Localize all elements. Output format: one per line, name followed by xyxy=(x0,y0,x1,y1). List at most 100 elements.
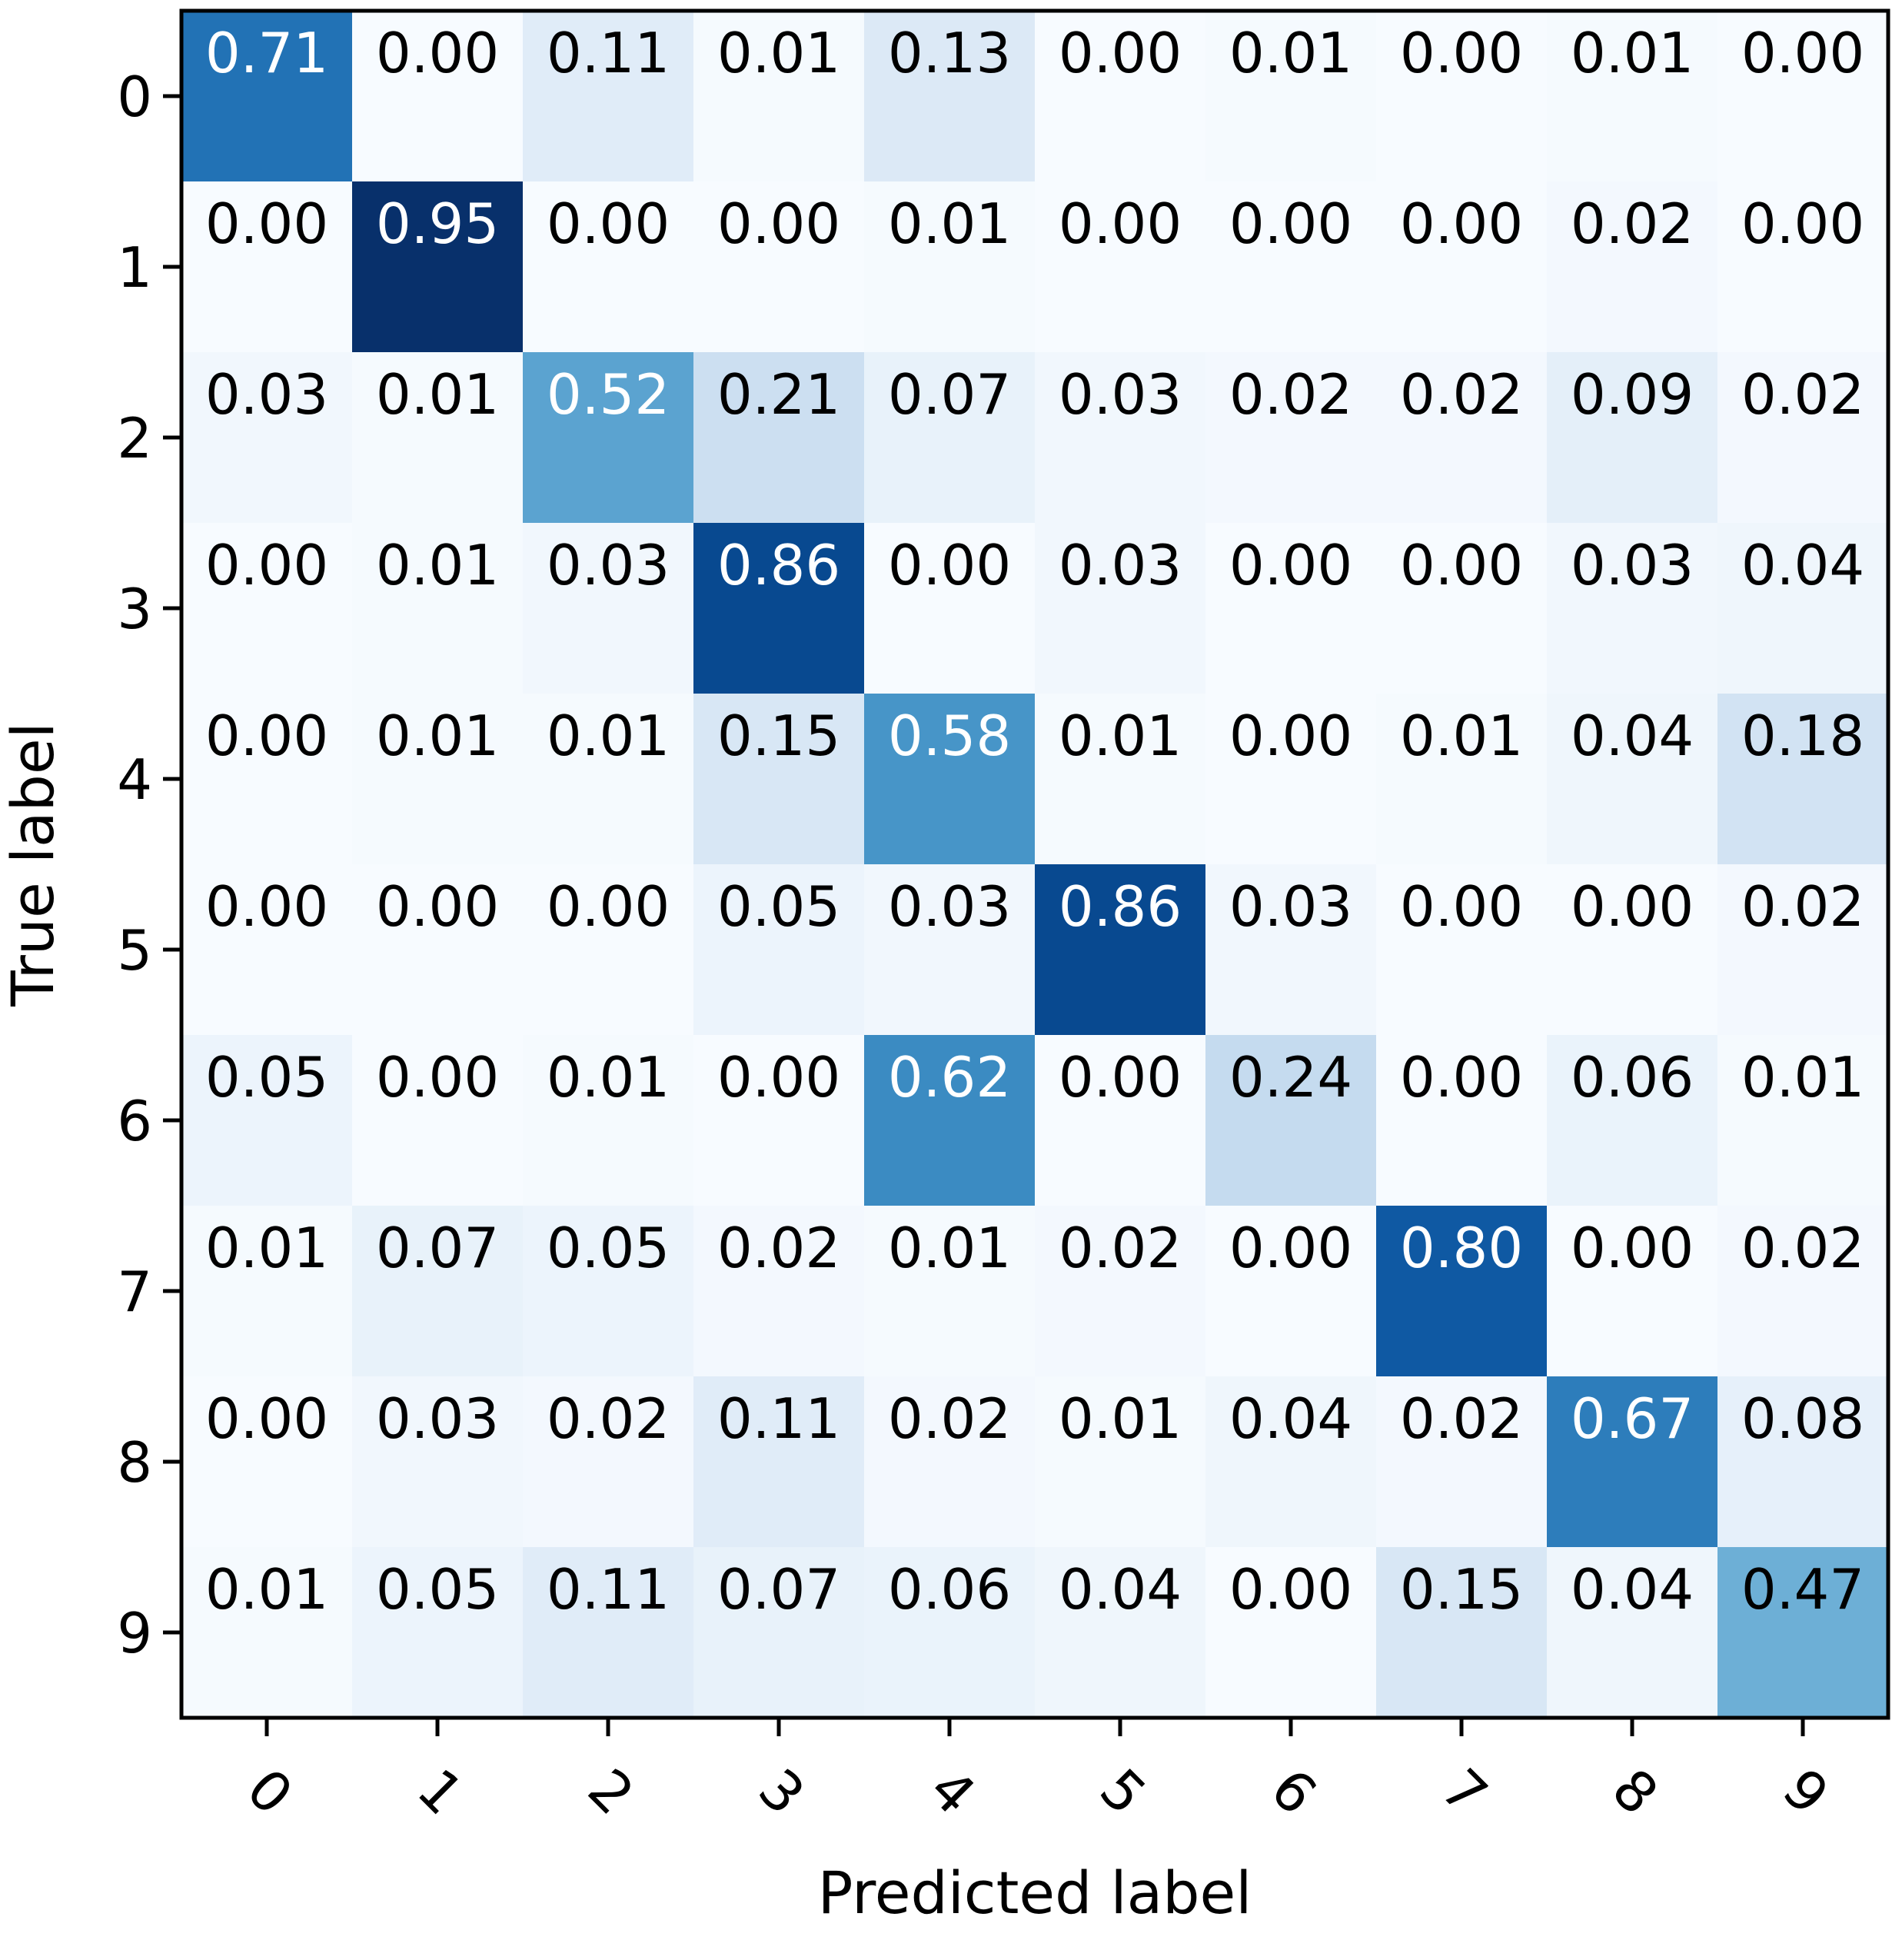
y-tick-label: 0 xyxy=(117,65,152,129)
heatmap-cell xyxy=(181,1035,353,1206)
heatmap-cell xyxy=(1717,1035,1889,1206)
y-axis-ticks: 0 1 2 3 4 5 6 7 8 9 xyxy=(117,65,181,1666)
heatmap-cell xyxy=(1376,352,1548,524)
heatmap-cell xyxy=(181,1547,353,1719)
heatmap-cell-value: 0.00 xyxy=(1400,533,1523,597)
y-axis-label: True label xyxy=(0,722,67,1007)
heatmap-cell xyxy=(1205,1547,1377,1719)
heatmap-cell-value: 0.21 xyxy=(717,362,840,427)
heatmap-cell xyxy=(1717,181,1889,353)
heatmap-cell xyxy=(1376,1547,1548,1719)
heatmap-cell-value: 0.03 xyxy=(547,533,670,597)
heatmap-cell xyxy=(1547,1376,1718,1548)
heatmap-cell-labels: 0.71 0.00 0.11 0.01 0.13 0.00 0.01 0.00 0.01 0.00… xyxy=(205,21,1864,1622)
heatmap-cell xyxy=(1376,181,1548,353)
heatmap-cell xyxy=(1035,11,1206,182)
y-tick-label: 6 xyxy=(117,1089,152,1153)
heatmap-cell xyxy=(181,694,353,865)
heatmap-cell-value: 0.05 xyxy=(376,1557,499,1622)
heatmap-cell xyxy=(1205,1376,1377,1548)
heatmap-cell xyxy=(693,352,865,524)
heatmap-cell-value: 0.03 xyxy=(205,362,328,427)
heatmap-cell-value: 0.00 xyxy=(1229,1216,1352,1280)
heatmap-cell xyxy=(864,1376,1036,1548)
heatmap-cell-value: 0.13 xyxy=(888,21,1011,85)
heatmap-cell-value: 0.00 xyxy=(547,874,670,939)
heatmap-cell-value: 0.05 xyxy=(205,1045,328,1110)
heatmap-cell xyxy=(1717,352,1889,524)
heatmap-cell xyxy=(1376,1035,1548,1206)
heatmap-cell xyxy=(1547,864,1718,1036)
heatmap-cell-value: 0.00 xyxy=(1400,21,1523,85)
heatmap-cell xyxy=(181,523,353,694)
y-tick-label: 3 xyxy=(117,577,152,641)
heatmap-cell-value: 0.03 xyxy=(1059,362,1182,427)
heatmap-cell xyxy=(523,1547,694,1719)
heatmap-cell-value: 0.86 xyxy=(1059,874,1182,939)
heatmap-cell-value: 0.11 xyxy=(717,1386,840,1451)
heatmap-cell-value: 0.00 xyxy=(717,191,840,256)
heatmap-cell-value: 0.01 xyxy=(1741,1045,1864,1110)
heatmap-cell xyxy=(1717,1547,1889,1719)
x-tick-label: 0 xyxy=(234,1756,305,1827)
heatmap-cell xyxy=(1376,11,1548,182)
heatmap-cell xyxy=(181,11,353,182)
heatmap-cell-value: 0.01 xyxy=(1059,704,1182,768)
heatmap-cell-value: 0.00 xyxy=(1229,191,1352,256)
x-tick-label: 1 xyxy=(405,1756,476,1827)
heatmap-cell xyxy=(864,1035,1036,1206)
x-tick-label: 4 xyxy=(917,1756,988,1827)
heatmap-cell xyxy=(864,694,1036,865)
heatmap-cell-value: 0.00 xyxy=(1059,21,1182,85)
heatmap-cell xyxy=(1376,1206,1548,1377)
heatmap-cell xyxy=(1547,1547,1718,1719)
heatmap-cell-value: 0.01 xyxy=(376,362,499,427)
x-tick-label: 2 xyxy=(576,1756,647,1827)
heatmap-cell xyxy=(181,864,353,1036)
heatmap-cell xyxy=(864,1547,1036,1719)
heatmap-cell xyxy=(523,1376,694,1548)
heatmap-cell-value: 0.00 xyxy=(1400,1045,1523,1110)
heatmap-cell-value: 0.01 xyxy=(376,704,499,768)
x-tick-label: 7 xyxy=(1429,1756,1500,1827)
heatmap-cell-value: 0.00 xyxy=(205,874,328,939)
heatmap-cell xyxy=(352,1035,524,1206)
heatmap-cell-value: 0.03 xyxy=(888,874,1011,939)
heatmap-cell xyxy=(693,181,865,353)
heatmap-cell-value: 0.03 xyxy=(1571,533,1694,597)
heatmap-cell-value: 0.07 xyxy=(717,1557,840,1622)
heatmap-cell-value: 0.04 xyxy=(1059,1557,1182,1622)
heatmap-cell xyxy=(864,11,1036,182)
heatmap-cell-value: 0.02 xyxy=(1741,874,1864,939)
y-tick-label: 5 xyxy=(117,918,152,983)
heatmap-cell xyxy=(523,1206,694,1377)
heatmap-cell-value: 0.07 xyxy=(376,1216,499,1280)
heatmap-cell-value: 0.62 xyxy=(888,1045,1011,1110)
heatmap-cell-value: 0.00 xyxy=(1741,21,1864,85)
heatmap-cell xyxy=(1205,694,1377,865)
heatmap-cell-value: 0.00 xyxy=(717,1045,840,1110)
heatmap-cell xyxy=(352,1376,524,1548)
heatmap-cell xyxy=(864,181,1036,353)
heatmap-cell xyxy=(1035,1035,1206,1206)
heatmap-cells xyxy=(181,11,1889,1719)
heatmap-cell-value: 0.02 xyxy=(1571,191,1694,256)
heatmap-cell xyxy=(1547,352,1718,524)
heatmap-cell-value: 0.02 xyxy=(1400,362,1523,427)
heatmap-cell-value: 0.01 xyxy=(547,704,670,768)
heatmap-cell xyxy=(864,352,1036,524)
heatmap-cell-value: 0.00 xyxy=(1229,1557,1352,1622)
heatmap-cell xyxy=(693,694,865,865)
heatmap-cell-value: 0.00 xyxy=(1400,874,1523,939)
heatmap-cell xyxy=(1035,1547,1206,1719)
heatmap-cell xyxy=(181,1206,353,1377)
heatmap-cell xyxy=(1717,1206,1889,1377)
heatmap-cell xyxy=(352,864,524,1036)
heatmap-cell-value: 0.05 xyxy=(717,874,840,939)
heatmap-cell-value: 0.00 xyxy=(888,533,1011,597)
heatmap-cell-value: 0.00 xyxy=(1229,533,1352,597)
heatmap-cell-value: 0.24 xyxy=(1229,1045,1352,1110)
heatmap-cell-value: 0.95 xyxy=(376,191,499,256)
heatmap-cell-value: 0.52 xyxy=(547,362,670,427)
heatmap-cell-value: 0.58 xyxy=(888,704,1011,768)
